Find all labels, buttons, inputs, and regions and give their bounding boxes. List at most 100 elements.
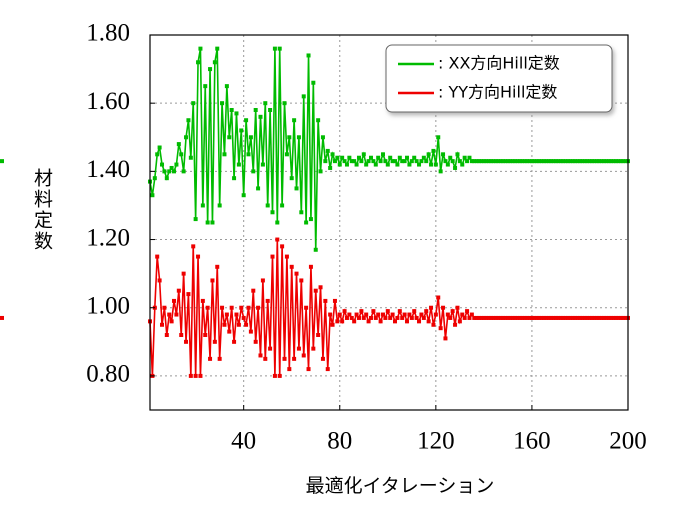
point [433,312,438,317]
point [549,159,554,164]
legend-label: : XX方向Hill定数 [438,54,560,73]
point [217,356,222,361]
point [366,319,371,324]
point [383,315,388,320]
point [301,353,306,358]
point [505,159,510,164]
point [0,315,4,320]
point [277,46,282,51]
point [472,315,477,320]
point [174,312,179,317]
point [176,288,181,293]
point [236,162,241,167]
point [491,315,496,320]
point [167,312,172,317]
point [200,298,205,303]
point [582,159,587,164]
point [505,315,510,320]
point [344,162,349,167]
point [508,315,513,320]
point [515,315,520,320]
point [366,159,371,164]
point [481,315,486,320]
point [152,176,157,181]
point [587,159,592,164]
point [380,152,385,157]
point [203,84,208,89]
point [196,60,201,65]
point [284,254,289,259]
point [436,295,441,300]
point [217,203,222,208]
point [465,159,470,164]
point [323,298,328,303]
point [296,346,301,351]
point [565,315,570,320]
plot-frame [149,34,629,411]
point [621,315,626,320]
point [294,186,299,191]
point [486,159,491,164]
point [342,309,347,314]
point [378,319,383,324]
point [164,176,169,181]
point [296,135,301,140]
point [570,159,575,164]
point [493,159,498,164]
point [352,319,357,324]
point [193,373,198,378]
point [551,315,556,320]
point [280,203,285,208]
point [412,155,417,160]
point [613,159,618,164]
point [429,162,434,167]
point [308,264,313,269]
x-tick-label: 40 [231,428,256,455]
point [227,135,232,140]
point [349,315,354,320]
point [258,353,263,358]
legend-label: : YY方向Hill定数 [438,83,557,102]
point [272,46,277,51]
point [489,315,494,320]
point [356,315,361,320]
point [376,155,381,160]
point [200,203,205,208]
point [361,152,366,157]
point [364,312,369,317]
point [565,159,570,164]
point [486,315,491,320]
point [342,159,347,164]
point [373,315,378,320]
point [462,315,467,320]
point [563,159,568,164]
point [457,319,462,324]
point [181,271,186,276]
point [455,305,460,310]
point [313,288,318,293]
point [258,114,263,119]
point [611,315,616,320]
point [181,169,186,174]
point [570,315,575,320]
point [618,315,623,320]
point [525,315,530,320]
point [176,142,181,147]
point [244,322,249,327]
point [546,159,551,164]
point [383,159,388,164]
point [599,315,604,320]
point [443,159,448,164]
point [419,159,424,164]
point [599,159,604,164]
point [332,159,337,164]
point [256,305,261,310]
point [390,312,395,317]
point [282,101,287,106]
point [532,159,537,164]
point [515,159,520,164]
point [184,339,189,344]
point [438,326,443,331]
point [517,159,522,164]
point [328,312,333,317]
